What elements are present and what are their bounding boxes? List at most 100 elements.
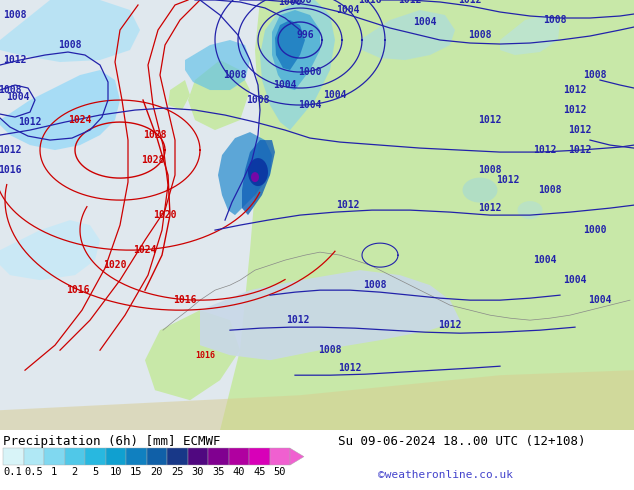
Text: 1012: 1012 — [3, 55, 27, 65]
Polygon shape — [185, 40, 250, 90]
Ellipse shape — [248, 158, 268, 186]
Polygon shape — [260, 0, 335, 130]
Text: 1016: 1016 — [0, 165, 22, 175]
Text: 20: 20 — [150, 467, 163, 477]
Polygon shape — [220, 0, 634, 430]
Text: 1008: 1008 — [363, 280, 387, 290]
Polygon shape — [272, 10, 320, 90]
Bar — [146, 448, 167, 465]
Text: 1012: 1012 — [0, 145, 22, 155]
Polygon shape — [200, 270, 460, 360]
Text: 1000: 1000 — [278, 0, 302, 7]
Text: 45: 45 — [253, 467, 266, 477]
Polygon shape — [275, 20, 305, 70]
Text: 1004: 1004 — [588, 295, 612, 305]
Polygon shape — [188, 60, 250, 130]
Text: 1004: 1004 — [413, 17, 437, 27]
Text: 1008: 1008 — [223, 70, 247, 80]
Bar — [126, 448, 146, 465]
Text: 1028: 1028 — [141, 155, 165, 165]
Text: 40: 40 — [233, 467, 245, 477]
Bar — [3, 448, 23, 465]
Bar — [105, 448, 126, 465]
Text: 1024: 1024 — [68, 115, 92, 125]
Text: 1: 1 — [51, 467, 57, 477]
Text: 1016: 1016 — [358, 0, 382, 5]
Text: 15: 15 — [130, 467, 143, 477]
Text: 1008: 1008 — [0, 85, 22, 95]
Ellipse shape — [517, 201, 543, 219]
Text: 996: 996 — [296, 30, 314, 40]
Text: 1012: 1012 — [339, 363, 362, 373]
Text: 5: 5 — [92, 467, 98, 477]
Polygon shape — [280, 0, 380, 120]
Text: 1012: 1012 — [563, 85, 586, 95]
Text: 1012: 1012 — [568, 145, 592, 155]
Text: 1012: 1012 — [438, 320, 462, 330]
Text: 1012: 1012 — [286, 315, 310, 325]
Ellipse shape — [251, 172, 259, 182]
Bar — [269, 448, 290, 465]
Bar — [228, 448, 249, 465]
Text: 10: 10 — [110, 467, 122, 477]
Bar — [188, 448, 208, 465]
Text: 1008: 1008 — [543, 15, 567, 25]
Text: 30: 30 — [191, 467, 204, 477]
Text: 1004: 1004 — [563, 275, 586, 285]
Text: 50: 50 — [273, 467, 286, 477]
Bar — [85, 448, 105, 465]
Text: 1004: 1004 — [533, 255, 557, 265]
Text: 1028: 1028 — [143, 130, 167, 140]
Bar — [167, 448, 188, 465]
Text: 1004: 1004 — [323, 90, 347, 100]
Text: 1008: 1008 — [478, 165, 501, 175]
Text: 1012: 1012 — [568, 125, 592, 135]
Bar — [249, 448, 269, 465]
Bar — [44, 448, 65, 465]
Polygon shape — [500, 15, 560, 55]
Text: 1008: 1008 — [3, 10, 27, 20]
Text: Su 09-06-2024 18..00 UTC (12+108): Su 09-06-2024 18..00 UTC (12+108) — [338, 435, 586, 448]
Text: 0.1: 0.1 — [4, 467, 23, 477]
Text: 1008: 1008 — [538, 185, 562, 195]
Polygon shape — [218, 132, 272, 215]
Polygon shape — [168, 80, 190, 110]
Bar — [23, 448, 44, 465]
Text: Precipitation (6h) [mm] ECMWF: Precipitation (6h) [mm] ECMWF — [3, 435, 221, 448]
Text: 1016: 1016 — [173, 295, 197, 305]
Text: 1016: 1016 — [66, 285, 90, 295]
Text: 1020: 1020 — [153, 210, 177, 220]
Text: 1008: 1008 — [58, 40, 82, 50]
Polygon shape — [320, 140, 360, 230]
Text: 1004: 1004 — [273, 80, 297, 90]
Text: 1012: 1012 — [478, 203, 501, 213]
Text: 1012: 1012 — [18, 117, 42, 127]
Text: 2: 2 — [72, 467, 78, 477]
Text: 1012: 1012 — [398, 0, 422, 5]
Text: 25: 25 — [171, 467, 183, 477]
Polygon shape — [145, 310, 240, 400]
Text: 1012: 1012 — [533, 145, 557, 155]
Text: 1000: 1000 — [583, 225, 607, 235]
Text: 35: 35 — [212, 467, 224, 477]
Text: 1008: 1008 — [583, 70, 607, 80]
Text: 1012: 1012 — [458, 0, 482, 5]
Text: 0.5: 0.5 — [24, 467, 43, 477]
Text: 1004: 1004 — [6, 92, 30, 102]
Text: 1004: 1004 — [298, 100, 321, 110]
Text: ©weatheronline.co.uk: ©weatheronline.co.uk — [378, 470, 513, 480]
Polygon shape — [360, 10, 455, 60]
Text: 1008: 1008 — [288, 0, 312, 5]
Text: 1008: 1008 — [469, 30, 492, 40]
Text: 1004: 1004 — [336, 5, 359, 15]
Text: 1012: 1012 — [496, 175, 520, 185]
Text: 1020: 1020 — [103, 260, 127, 270]
Text: 1008: 1008 — [246, 95, 269, 105]
Text: 1012: 1012 — [563, 105, 586, 115]
Text: 1008: 1008 — [318, 345, 342, 355]
Text: 1012: 1012 — [336, 200, 359, 210]
Polygon shape — [0, 220, 100, 280]
Ellipse shape — [462, 177, 498, 202]
Bar — [65, 448, 85, 465]
Polygon shape — [0, 370, 634, 430]
